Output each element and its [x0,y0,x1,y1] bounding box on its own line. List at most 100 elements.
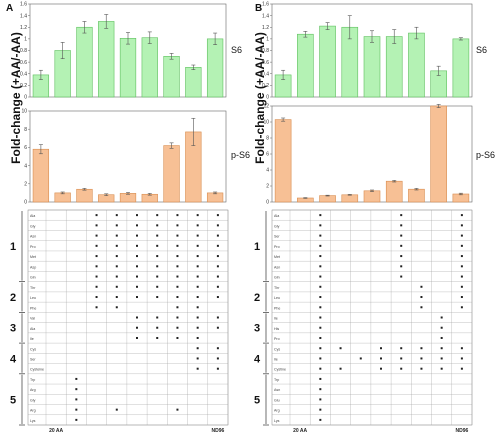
y-tick-label: 8 [24,127,27,133]
matrix-mark [95,265,98,268]
bar [341,194,359,203]
matrix-mark [216,234,219,237]
matrix-mark [115,214,118,217]
matrix-mark [176,234,179,237]
matrix-mark [420,285,423,288]
matrix-row-label: Cys [274,347,280,351]
y-tick-label: 0.8 [262,48,269,54]
y-tick-label: 0.6 [20,60,27,66]
matrix-mark [196,347,199,350]
matrix-mark [216,316,219,319]
matrix-mark [115,275,118,278]
matrix-mark [95,244,98,247]
bar [363,36,381,98]
matrix-mark [400,224,403,227]
panel-letter-b: B [255,3,262,14]
matrix-row-label: Ser [30,358,36,362]
y-tick-label: 1.6 [20,2,27,8]
condition-matrices: Ala Gly Asn Pro Met Asp Gln Thr Leu Phe Val Ala Ile C… [10,209,473,434]
matrix-a: Ala Gly Asn Pro Met Asp Gln Thr Leu Phe Val Ala Ile C… [10,209,229,434]
matrix-mark [460,214,463,217]
matrix-mark [460,234,463,237]
bar [76,188,93,203]
matrix-row-label: Arg [30,409,36,413]
matrix-row-label: Gly [30,224,36,228]
bar [319,195,336,203]
matrix-mark [156,214,159,217]
matrix-mark [156,285,159,288]
matrix-mark [319,357,322,360]
matrix-mark [460,275,463,278]
matrix-mark [440,326,443,329]
bar [452,193,470,203]
bar [163,145,180,203]
matrix-mark [216,275,219,278]
bar [76,26,93,98]
matrix-mark [136,336,138,339]
matrix-row-label: Cystine [274,368,286,372]
matrix-row-label: Asn [274,265,280,269]
matrix-row-label: Thr [30,286,36,290]
first-column-label: 20 AA [293,428,307,434]
last-column-label: ND96 [455,428,468,434]
matrix-mark [75,408,78,411]
matrix-mark [380,347,382,350]
matrix-frame [271,209,473,426]
matrix-mark [216,367,219,370]
matrix-mark [156,336,159,339]
matrix-row-label: Gln [30,276,36,280]
matrix-mark [319,214,322,217]
bar [141,37,158,98]
matrix-row-label: Gly [274,224,280,228]
y-tick-label: 1 [266,37,269,43]
matrix-row-label: Cys [30,347,36,351]
matrix-row-label: Asn [30,235,36,239]
matrix-mark [156,224,159,227]
matrix-mark [460,265,463,268]
matrix-row-label: Pro [274,337,280,341]
chart-b-p-s6: 0 2 4 6 8 10 12 [263,104,473,206]
matrix-mark [196,285,199,288]
chart-b-s6: 0 0.2 0.4 0.6 0.8 1 1.2 1.4 1.6 [262,2,473,101]
matrix-mark [319,265,322,268]
marker-label-s6-b: S6 [476,45,487,55]
matrix-mark [400,265,403,268]
group-label: 3 [10,323,16,335]
y-tick-label: 0.6 [262,60,269,66]
matrix-mark [196,214,199,217]
matrix-row-label: Phe [30,306,36,310]
matrix-mark [136,234,138,237]
y-tick-label: 12 [263,104,269,110]
matrix-mark [95,214,98,217]
y-axis-label-a: Fold-change (+AA/-AA) [9,32,23,164]
matrix-mark [176,316,179,319]
y-axis-label-b: Fold-change (+AA/-AA) [253,32,267,164]
bar [163,56,180,98]
matrix-mark [196,265,199,268]
matrix-mark [176,296,179,299]
y-tick-label: 1.2 [20,25,27,31]
matrix-mark [460,244,463,247]
matrix-mark [319,326,322,329]
matrix-mark [319,285,322,288]
matrix-mark [196,244,199,247]
matrix-mark [460,285,463,288]
matrix-mark [196,306,199,309]
matrix-mark [460,347,463,350]
matrix-mark [115,296,118,299]
matrix-mark [319,347,322,350]
matrix-mark [75,418,78,421]
matrix-mark [216,347,219,350]
matrix-mark [115,234,118,237]
matrix-row-label: Arg [30,388,36,392]
matrix-mark [440,357,443,360]
y-tick-label: 0 [266,95,269,101]
matrix-mark [400,234,403,237]
matrix-mark [319,388,322,391]
matrix-row-label: Ile [30,337,34,341]
bar [452,38,470,98]
matrix-mark [319,275,322,278]
bar [274,119,292,203]
matrix-mark [420,306,423,309]
matrix-mark [400,367,403,370]
